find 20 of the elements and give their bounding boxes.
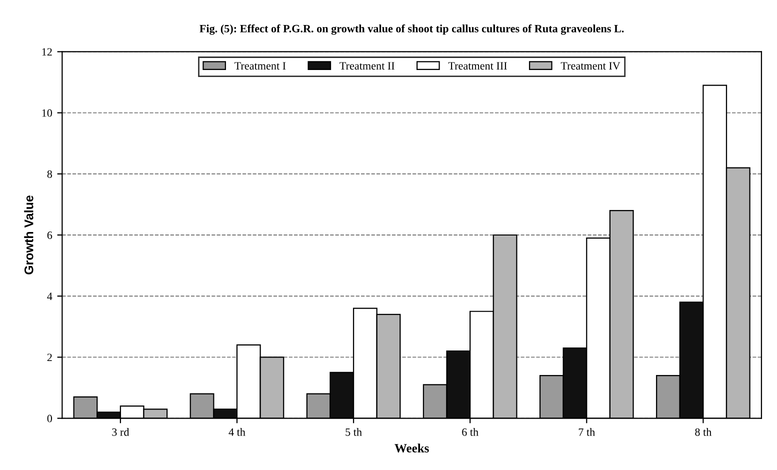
x-tick-label: 7 th xyxy=(578,428,595,436)
x-tick-label: 5 th xyxy=(346,428,362,436)
legend-label: Treatment I xyxy=(234,62,286,70)
x-tick-label: 4 th xyxy=(228,428,246,436)
legend-label: Treatment II xyxy=(340,62,394,70)
y-tick-label: 8 xyxy=(47,170,52,178)
x-tick-label: 8 th xyxy=(695,428,712,436)
y-tick-label: 4 xyxy=(47,292,52,300)
y-tick-label: 12 xyxy=(42,48,52,56)
y-tick-label: 0 xyxy=(47,414,52,422)
legend-label: Treatment III xyxy=(448,62,507,70)
x-tick-label: 6 th xyxy=(462,428,478,436)
chart-title: Fig. (5): Effect of P.G.R. on growth value of shoot tip callus cultures of Ruta graveolens L. xyxy=(200,24,624,35)
y-axis-title: Growth Value xyxy=(24,195,34,274)
x-tick-label: 3 rd xyxy=(112,428,130,436)
y-tick-label: 2 xyxy=(47,354,52,362)
legend-label: Treatment IV xyxy=(560,62,620,70)
y-tick-label: 10 xyxy=(42,109,52,117)
x-axis-title: Weeks xyxy=(394,444,429,453)
y-tick-label: 6 xyxy=(47,231,52,239)
